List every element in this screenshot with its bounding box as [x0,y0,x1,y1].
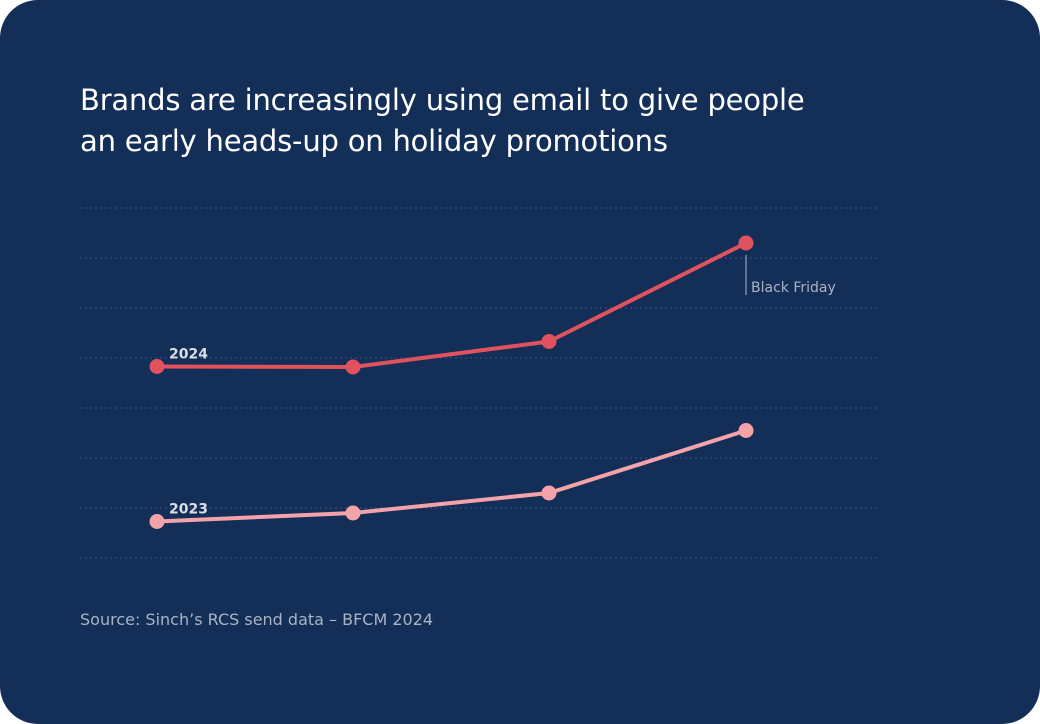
data-point-2024-4 [738,235,754,251]
series-label-2024: 2024 [169,347,208,363]
data-point-2023-3 [541,485,557,501]
source-note: Source: Sinch’s RCS send data – BFCM 202… [80,610,434,629]
data-point-2024-3 [541,334,557,349]
data-point-2023-4 [738,423,754,438]
chart-title: Brands are increasingly using email to g… [80,80,880,162]
series-line-2024 [155,241,748,369]
chart-title-line-2: an early heads-up on holiday promotions [80,124,668,158]
data-point-2024-2 [345,359,361,375]
series-line-2023 [155,428,748,524]
annotation-black-friday: Black Friday [751,280,836,296]
data-point-2024-1 [149,359,165,374]
data-point-2023-1 [149,514,165,529]
data-point-2023-2 [345,505,361,521]
series-label-2023: 2023 [169,502,208,518]
chart-title-line-1: Brands are increasingly using email to g… [80,83,805,117]
